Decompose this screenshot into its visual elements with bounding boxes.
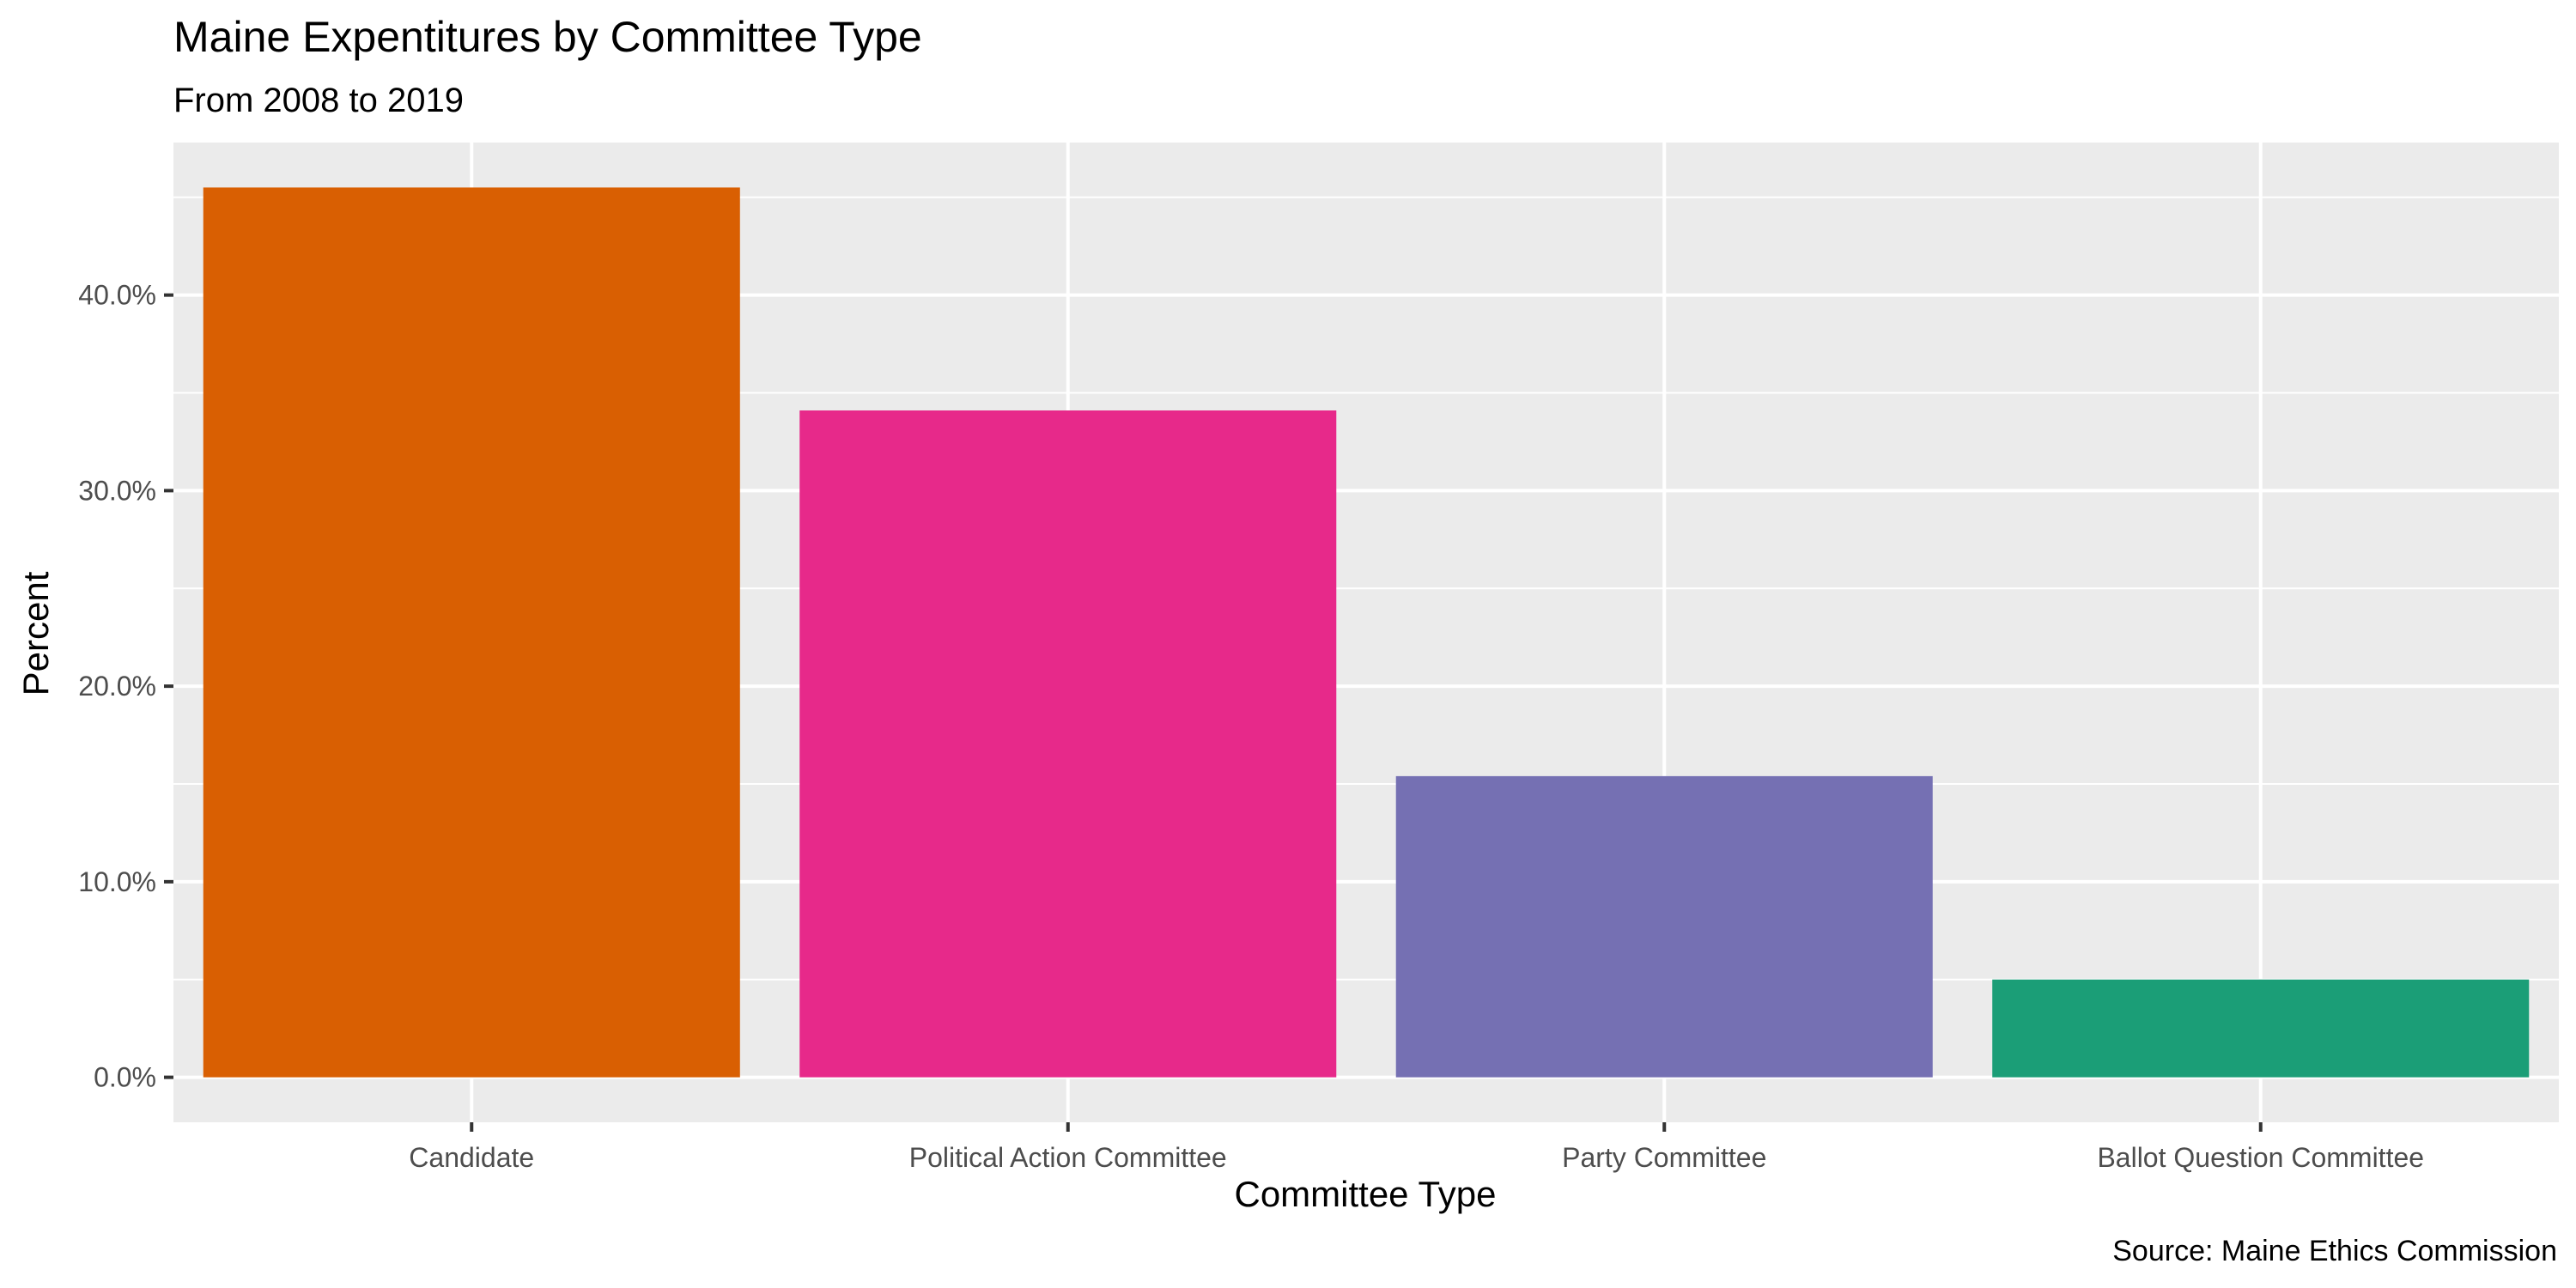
bars (203, 187, 2530, 1078)
y-tick-label: 40.0% (78, 280, 156, 311)
x-tick-label: Ballot Question Committee (2097, 1142, 2424, 1173)
y-axis-title: Percent (15, 571, 56, 696)
x-tick-label: Political Action Committee (909, 1142, 1227, 1173)
bar-political-action-committee (799, 410, 1337, 1078)
y-tick-label: 10.0% (78, 866, 156, 897)
y-axis: 0.0% 10.0% 20.0% 30.0% 40.0% (78, 280, 173, 1093)
x-axis-title: Committee Type (1234, 1174, 1496, 1214)
chart-caption: Source: Maine Ethics Commission (2112, 1235, 2557, 1267)
y-tick-label: 30.0% (78, 475, 156, 506)
x-axis: Candidate Political Action Committee Party… (409, 1122, 2424, 1173)
x-tick-label: Candidate (409, 1142, 534, 1173)
chart-subtitle: From 2008 to 2019 (173, 82, 464, 119)
bar-ballot-question-committee (1992, 979, 2530, 1078)
x-tick-label: Party Committee (1562, 1142, 1766, 1173)
bar-candidate (203, 187, 740, 1078)
y-tick-label: 20.0% (78, 671, 156, 702)
bar-party-committee (1395, 775, 1933, 1078)
y-tick-label: 0.0% (94, 1062, 156, 1093)
chart-title: Maine Expentitures by Committee Type (173, 13, 922, 61)
